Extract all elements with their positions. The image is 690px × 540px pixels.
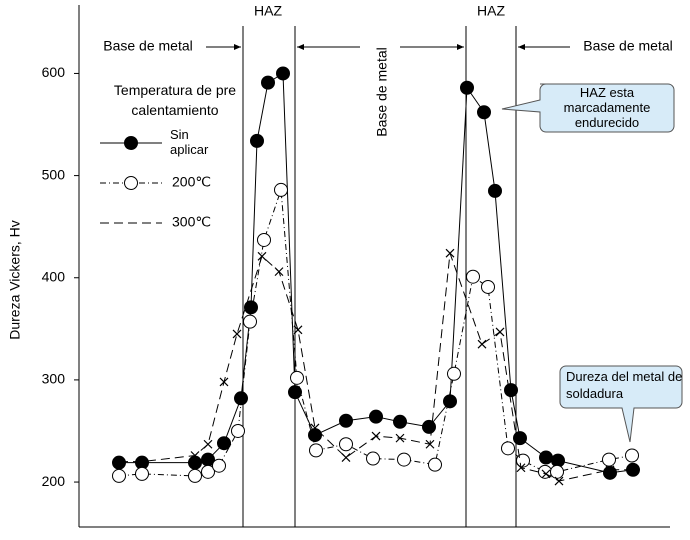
marker <box>445 248 455 258</box>
marker <box>495 327 505 337</box>
legend-title-box: Temperatura de pre calentamiento <box>113 82 237 118</box>
callout <box>559 365 683 443</box>
y-tick-label: 600 <box>42 64 66 80</box>
marker <box>135 466 149 481</box>
marker <box>481 279 495 294</box>
marker <box>290 370 304 385</box>
marker <box>339 413 353 428</box>
marker <box>341 453 351 462</box>
legend-label: Sin aplicar <box>170 127 209 157</box>
marker <box>190 451 200 460</box>
marker <box>217 436 231 451</box>
marker <box>276 66 290 81</box>
region-label: Base de metal <box>103 38 193 54</box>
callout-box: HAZ esta marcadamente endurecido <box>563 85 651 130</box>
callout <box>501 83 675 133</box>
marker <box>261 75 275 90</box>
y-axis-label: Dureza Vickers, Hv <box>7 220 23 340</box>
marker <box>393 414 407 429</box>
marker <box>257 232 271 247</box>
annotation: HAZ esta marcadamente endurecido <box>563 85 651 130</box>
marker <box>602 452 616 467</box>
series-line <box>118 189 633 477</box>
legend-label-box: Sin aplicar <box>170 127 209 157</box>
marker <box>513 431 527 446</box>
marker <box>460 80 474 95</box>
marker <box>309 443 323 458</box>
marker <box>447 366 461 381</box>
marker <box>425 439 435 449</box>
annotation: Dureza del metal de soldadura <box>566 369 683 401</box>
marker <box>310 423 320 433</box>
y-tick-label: 500 <box>42 166 66 182</box>
zone-label: HAZ <box>477 3 505 19</box>
y-tick-label: 300 <box>42 371 66 387</box>
marker <box>114 457 124 467</box>
y-tick-label: 400 <box>42 268 66 284</box>
marker <box>369 409 383 424</box>
legend-label: 200℃ <box>172 174 211 190</box>
marker <box>477 105 491 120</box>
zone-label: HAZ <box>254 3 282 19</box>
marker <box>339 437 353 452</box>
marker <box>274 267 284 277</box>
series-line <box>119 72 634 474</box>
marker <box>219 377 229 387</box>
series-line <box>119 253 633 482</box>
marker <box>628 465 638 475</box>
marker <box>366 451 380 466</box>
marker <box>477 339 487 349</box>
callout-box: Dureza del metal de soldadura <box>566 369 683 401</box>
marker <box>501 441 515 456</box>
marker <box>554 476 564 486</box>
marker <box>395 433 405 443</box>
marker <box>231 423 245 438</box>
marker <box>232 329 242 339</box>
marker <box>250 133 264 148</box>
marker <box>605 465 615 475</box>
marker <box>550 464 564 479</box>
region-label: Base de metal <box>374 47 390 137</box>
marker <box>112 468 126 483</box>
marker <box>244 300 258 315</box>
marker <box>603 465 617 480</box>
marker <box>397 452 411 467</box>
legend-marker <box>126 138 136 148</box>
legend-label: 300℃ <box>172 214 211 230</box>
marker <box>428 457 442 472</box>
marker <box>516 463 526 473</box>
marker <box>308 428 322 443</box>
marker <box>234 391 248 406</box>
marker <box>625 448 639 463</box>
marker <box>188 455 202 470</box>
marker <box>137 457 147 467</box>
marker <box>112 455 126 470</box>
marker <box>203 439 213 449</box>
marker <box>466 269 480 284</box>
marker <box>188 468 202 483</box>
marker <box>504 383 518 398</box>
marker <box>288 385 302 400</box>
marker <box>201 464 215 479</box>
marker <box>443 394 457 409</box>
marker <box>257 251 267 261</box>
marker <box>243 314 257 329</box>
marker <box>293 325 303 335</box>
legend-marker <box>124 176 138 190</box>
marker <box>422 419 436 434</box>
marker <box>539 450 553 465</box>
marker <box>212 458 226 473</box>
legend-title: Temperatura de pre calentamiento <box>113 82 237 118</box>
marker <box>488 183 502 198</box>
region-label: Base de metal <box>583 38 673 54</box>
y-tick-label: 200 <box>42 473 66 489</box>
marker <box>371 431 381 441</box>
marker <box>274 182 288 197</box>
marker <box>541 469 551 479</box>
